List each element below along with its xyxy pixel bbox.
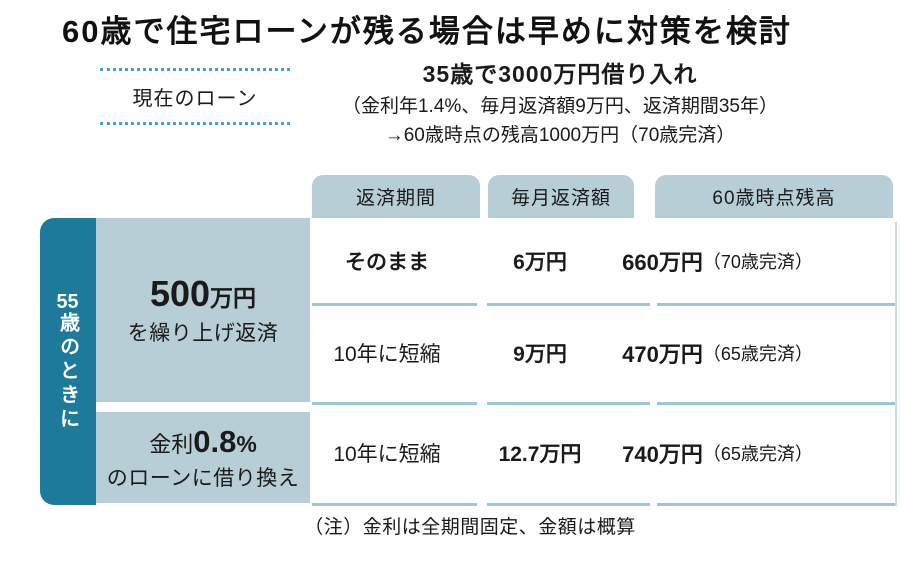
scenario-refinance-cell: 金利0.8% のローンに借り換え bbox=[96, 412, 310, 503]
current-loan-description: 35歳で3000万円借り入れ （金利年1.4%、毎月返済額9万円、返済期間35年… bbox=[295, 58, 825, 149]
scenario-prepay-amount: 500万円 bbox=[149, 273, 257, 314]
current-loan-label: 現在のローン bbox=[100, 68, 290, 125]
row-divider bbox=[487, 303, 650, 306]
row-divider bbox=[487, 503, 650, 506]
row-1-period: そのまま bbox=[345, 250, 429, 274]
row-divider bbox=[657, 402, 897, 405]
row-2-balance: 470万円 （65歳完済） bbox=[622, 341, 813, 367]
row-1-monthly: 6万円 bbox=[513, 250, 567, 274]
row-divider bbox=[312, 303, 477, 306]
row-2-monthly: 9万円 bbox=[513, 342, 567, 366]
column-header-balance: 60歳時点残高 bbox=[655, 175, 893, 218]
sidebar-age-number: 55 bbox=[56, 291, 79, 312]
loan-headline: 35歳で3000万円借り入れ bbox=[422, 61, 698, 87]
scenario-prepay-action: を繰り上げ返済 bbox=[127, 322, 279, 345]
row-2-period: 10年に短縮 bbox=[333, 342, 441, 366]
row-1-balance: 660万円 （70歳完済） bbox=[622, 249, 813, 275]
column-header-monthly: 毎月返済額 bbox=[488, 175, 634, 218]
figure-title: 60歳で住宅ローンが残る場合は早めに対策を検討 bbox=[62, 14, 792, 49]
row-3-period: 10年に短縮 bbox=[333, 442, 441, 466]
scenario-refinance-action: のローンに借り換え bbox=[106, 466, 300, 490]
row-divider bbox=[657, 303, 897, 306]
row-divider bbox=[657, 503, 897, 506]
column-header-period: 返済期間 bbox=[312, 175, 480, 218]
loan-result: →60歳時点の残高1000万円（70歳完済） bbox=[384, 124, 736, 146]
sidebar-age-label: 55歳のときに bbox=[54, 292, 83, 432]
footnote: （注）金利は全期間固定、金額は概算 bbox=[304, 517, 636, 538]
row-3-balance: 740万円 （65歳完済） bbox=[622, 441, 813, 467]
scenario-refinance-rate: 金利0.8% bbox=[149, 423, 257, 459]
sidebar-age-suffix: 歳のときに bbox=[56, 311, 79, 432]
row-divider bbox=[312, 503, 477, 506]
sidebar-age-band: 55歳のときに bbox=[40, 218, 96, 505]
row-divider bbox=[487, 402, 650, 405]
loan-detail: （金利年1.4%、毎月返済額9万円、返済期間35年） bbox=[341, 96, 778, 118]
row-3-monthly: 12.7万円 bbox=[498, 442, 582, 466]
table-right-edge-line bbox=[895, 222, 897, 506]
scenario-prepay-cell: 500万円 を繰り上げ返済 bbox=[96, 218, 310, 402]
row-divider bbox=[312, 402, 477, 405]
